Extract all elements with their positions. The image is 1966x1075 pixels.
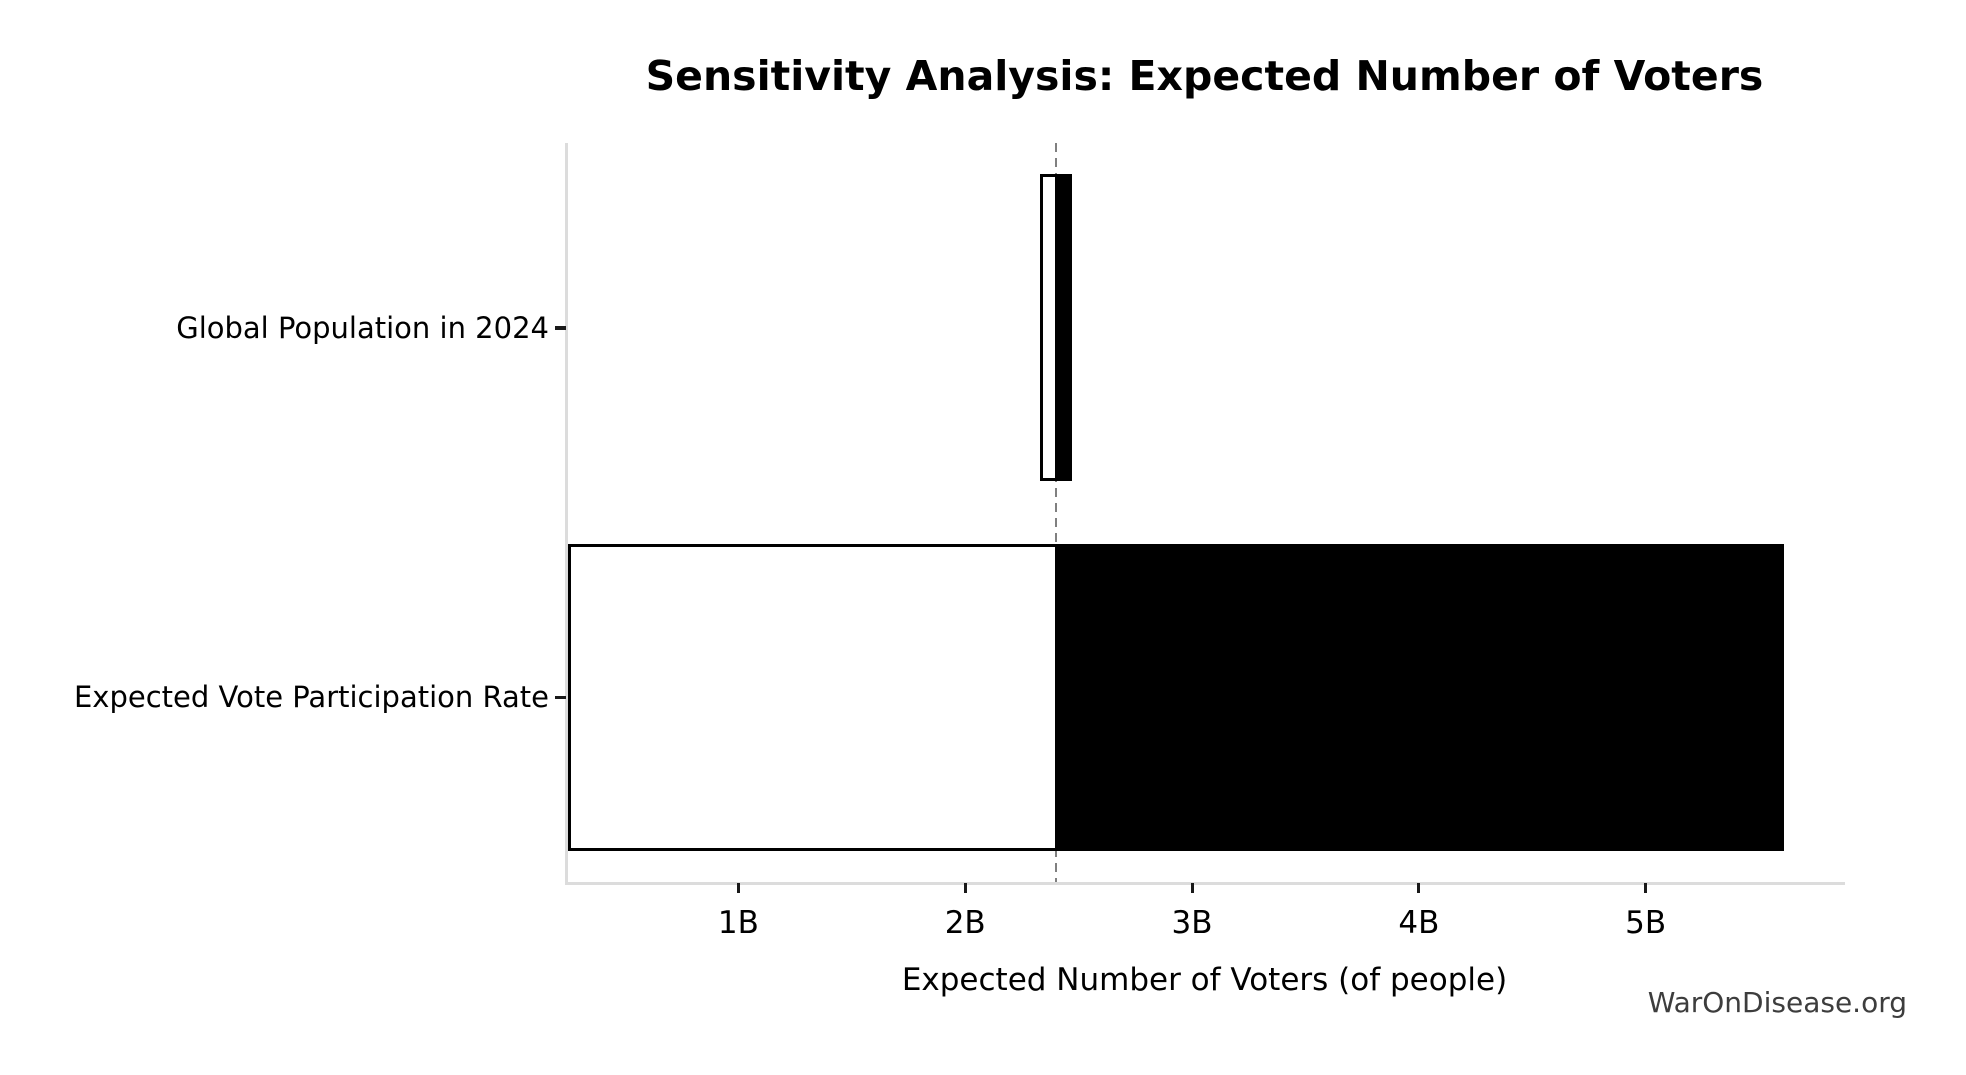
chart-title: Sensitivity Analysis: Expected Number of…	[645, 52, 1764, 100]
bar-low-side-segment	[571, 546, 1056, 848]
y-tick-mark	[555, 326, 566, 330]
x-tick-mark	[736, 883, 740, 893]
x-tick-label: 3B	[1171, 905, 1213, 941]
sensitivity-bar	[1040, 174, 1072, 482]
y-axis-spine	[564, 143, 568, 885]
x-tick-mark	[1644, 883, 1648, 893]
x-tick-label: 1B	[717, 905, 759, 941]
watermark-text: WarOnDisease.org	[1647, 986, 1907, 1019]
plot-area	[564, 143, 1845, 885]
x-tick-label: 5B	[1625, 905, 1667, 941]
x-tick-mark	[1190, 883, 1194, 893]
base-case-line	[1054, 143, 1058, 882]
sensitivity-bar	[568, 543, 1785, 851]
x-axis-spine	[564, 882, 1845, 885]
bar-low-side-segment	[1043, 177, 1056, 479]
x-tick-mark	[1417, 883, 1421, 893]
y-tick-label: Expected Vote Participation Rate	[73, 680, 549, 715]
x-tick-label: 4B	[1398, 905, 1440, 941]
x-tick-label: 2B	[944, 905, 986, 941]
x-axis-label: Expected Number of Voters (of people)	[901, 962, 1508, 998]
y-tick-mark	[555, 695, 566, 699]
y-tick-label: Global Population in 2024	[176, 310, 549, 345]
x-tick-mark	[963, 883, 967, 893]
